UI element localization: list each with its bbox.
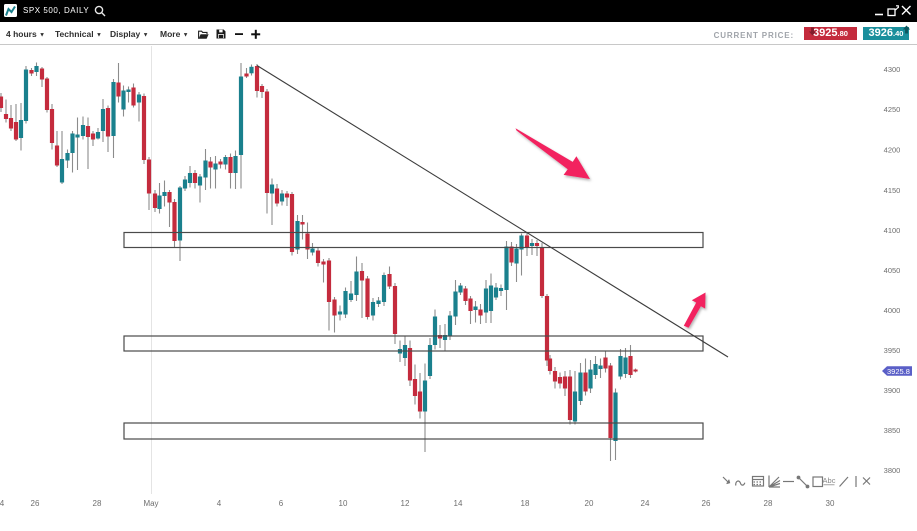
svg-text:28: 28	[93, 499, 102, 508]
svg-text:4100: 4100	[884, 226, 901, 235]
svg-text:18: 18	[521, 499, 530, 508]
svg-text:May: May	[143, 499, 158, 508]
svg-text:12: 12	[401, 499, 410, 508]
svg-text:3850: 3850	[884, 426, 901, 435]
svg-text:24: 24	[641, 499, 650, 508]
svg-text:6: 6	[279, 499, 284, 508]
svg-text:3800: 3800	[884, 466, 901, 475]
svg-text:3900: 3900	[884, 386, 901, 395]
svg-text:3950: 3950	[884, 346, 901, 355]
svg-text:4050: 4050	[884, 266, 901, 275]
svg-text:4150: 4150	[884, 186, 901, 195]
svg-text:3925.8: 3925.8	[887, 367, 910, 376]
svg-text:4000: 4000	[884, 306, 901, 315]
svg-text:4: 4	[217, 499, 222, 508]
svg-text:26: 26	[31, 499, 40, 508]
svg-text:Abc: Abc	[823, 476, 836, 485]
svg-text:30: 30	[826, 499, 835, 508]
svg-text:14: 14	[454, 499, 463, 508]
svg-text:4250: 4250	[884, 105, 901, 114]
svg-text:4300: 4300	[884, 65, 901, 74]
svg-text:26: 26	[702, 499, 711, 508]
svg-text:4200: 4200	[884, 145, 901, 154]
svg-text:20: 20	[585, 499, 594, 508]
svg-text:10: 10	[339, 499, 348, 508]
svg-text:4: 4	[0, 499, 5, 508]
svg-text:28: 28	[764, 499, 773, 508]
